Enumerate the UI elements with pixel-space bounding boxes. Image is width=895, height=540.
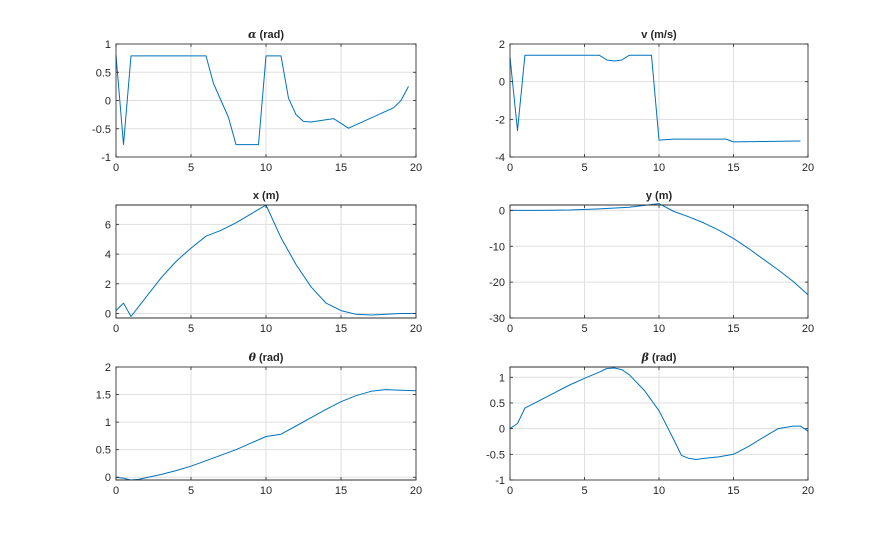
- title-text: (rad): [256, 29, 284, 41]
- y-tick-label: 6: [105, 219, 111, 231]
- y-tick-label: -0.5: [92, 124, 111, 136]
- subplot-title: y (m): [646, 190, 673, 202]
- y-tick-label: 0.5: [96, 67, 111, 79]
- title-symbol: θ: [249, 351, 257, 364]
- x-tick-label: 0: [507, 485, 513, 497]
- y-tick-label: 1: [499, 372, 505, 384]
- series-line-1: [509, 54, 801, 143]
- x-tick-label: 15: [335, 323, 347, 335]
- y-tick-label: 0.5: [490, 398, 505, 410]
- y-tick-label: 2: [105, 362, 111, 374]
- x-tick-label: 15: [727, 162, 739, 174]
- subplot-1: 0 5 10 15 20 -1 -0.5 0 0.5 1 α (rad): [92, 28, 422, 174]
- x-tick-label: 10: [260, 323, 272, 335]
- x-tick-label: 0: [113, 485, 119, 497]
- x-tick-label: 20: [802, 485, 814, 497]
- x-tick-label: 5: [188, 323, 194, 335]
- x-tick-label: 20: [410, 485, 422, 497]
- y-tick-label: 2: [105, 279, 111, 291]
- x-tick-label: 5: [188, 162, 194, 174]
- y-tick-label: -0.5: [486, 449, 505, 461]
- subplot-title: β (rad): [641, 351, 677, 364]
- subplot-2: 0 5 10 15 20 -4 -2 0 2 v (m/s): [495, 29, 814, 174]
- x-tick-label: 5: [581, 162, 587, 174]
- y-tick-label: -10: [489, 241, 505, 253]
- subplot-3: 0 5 10 15 20 0 2 4 6 x (m): [105, 190, 422, 335]
- series-line-1: [115, 204, 416, 317]
- x-tick-label: 20: [410, 323, 422, 335]
- y-tick-label: -1: [495, 475, 505, 487]
- subplot-6: 0 5 10 15 20 -1 -0.5 0 0.5 1 β (rad): [486, 351, 814, 497]
- y-tick-label: 1: [105, 39, 111, 51]
- y-tick-label: 2: [499, 39, 505, 51]
- x-tick-label: 5: [188, 485, 194, 497]
- x-tick-label: 0: [113, 162, 119, 174]
- y-tick-label: -4: [495, 152, 505, 164]
- y-tick-label: -20: [489, 277, 505, 289]
- subplot-4: 0 5 10 15 20 -30 -20 -10 0 y (m): [489, 190, 814, 335]
- y-tick-label: 0: [105, 472, 111, 484]
- series-line-1: [115, 389, 417, 481]
- x-tick-label: 0: [507, 162, 513, 174]
- x-tick-label: 0: [507, 323, 513, 335]
- subplot-title: α (rad): [248, 28, 284, 41]
- y-tick-label: 0: [499, 77, 505, 89]
- x-tick-label: 20: [802, 162, 814, 174]
- x-tick-label: 15: [727, 485, 739, 497]
- x-tick-label: 0: [113, 323, 119, 335]
- y-tick-label: 1: [105, 417, 111, 429]
- y-tick-label: -2: [495, 114, 505, 126]
- y-tick-label: 1.5: [96, 390, 111, 402]
- series-line-1: [510, 203, 809, 296]
- title-text: (rad): [256, 352, 284, 364]
- series-line-1: [509, 367, 809, 460]
- subplot-5: 0 5 10 15 20 0 0.5 1 1.5 2 θ (rad): [96, 351, 422, 497]
- title-symbol: β: [641, 351, 650, 364]
- x-tick-label: 20: [410, 162, 422, 174]
- series-line-1: [115, 55, 409, 146]
- y-tick-label: 0: [105, 309, 111, 321]
- y-tick-label: 0: [499, 424, 505, 436]
- subplot-title: θ (rad): [249, 351, 284, 364]
- y-tick-label: 0: [499, 205, 505, 217]
- x-tick-label: 15: [335, 162, 347, 174]
- x-tick-label: 10: [653, 162, 665, 174]
- x-tick-label: 20: [802, 323, 814, 335]
- x-tick-label: 5: [581, 485, 587, 497]
- y-tick-label: 4: [105, 249, 111, 261]
- x-tick-label: 15: [727, 323, 739, 335]
- title-symbol: α: [248, 28, 257, 41]
- x-tick-label: 5: [581, 323, 587, 335]
- x-tick-label: 10: [260, 162, 272, 174]
- y-tick-label: -1: [101, 152, 111, 164]
- x-tick-label: 10: [653, 485, 665, 497]
- subplot-title: x (m): [253, 190, 280, 202]
- title-text: (rad): [649, 352, 677, 364]
- x-tick-label: 15: [335, 485, 347, 497]
- y-tick-label: 0: [105, 96, 111, 108]
- y-tick-label: -30: [489, 313, 505, 325]
- y-tick-label: 0.5: [96, 445, 111, 457]
- x-tick-label: 10: [260, 485, 272, 497]
- x-tick-label: 10: [653, 323, 665, 335]
- subplot-title: v (m/s): [641, 29, 677, 41]
